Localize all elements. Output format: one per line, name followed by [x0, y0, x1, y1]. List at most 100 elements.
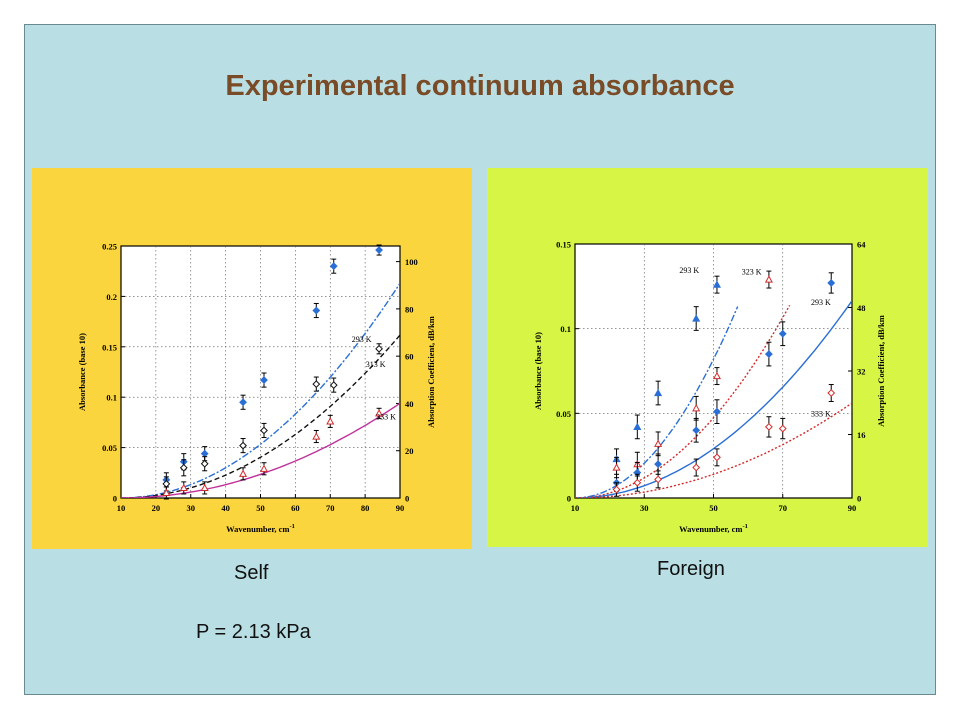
foreign-absorbance-chart: 10 30 50 70 9000.050.10.15016324864Wavenumbe…: [533, 240, 886, 535]
data-point: [162, 488, 171, 497]
y2-tick-label: 0: [857, 494, 861, 504]
x-tick-label: 40: [221, 503, 230, 513]
x-tick-label: 30: [187, 503, 196, 513]
chart-foreign: 10 30 50 70 9000.050.10.15016324864Wavenumbe…: [533, 240, 886, 535]
data-point: [260, 376, 268, 384]
data-point: [612, 463, 621, 471]
y2-tick-label: 60: [405, 352, 414, 362]
y2-axis-label: Absorption Coefficient, dB/km: [426, 316, 436, 428]
x-tick-label: 70: [779, 503, 788, 513]
series-label: 313 K: [366, 360, 386, 369]
data-point: [778, 329, 787, 338]
self-chart-panel: 10 20 30 40 50 60 70 80 90 0 0.05 0.1 0.15 0.2 0.25 0 20…: [32, 168, 472, 549]
series-label: 333 K: [811, 410, 831, 419]
y2-tick-label: 0: [405, 494, 409, 504]
data-point: [329, 381, 338, 390]
y2-tick-label: 100: [405, 257, 418, 267]
y2-tick-label: 48: [857, 303, 866, 313]
x-axis-label: Wavenumber, cm-1: [226, 523, 295, 534]
x-tick-label: 30: [640, 503, 649, 513]
x-axis-label-superscript: -1: [743, 523, 748, 530]
data-point: [654, 460, 663, 469]
fit-curve: [575, 304, 791, 498]
data-point: [375, 409, 384, 417]
data-point: [692, 404, 701, 412]
y-axis-label: Absorbance (base 10): [77, 333, 87, 411]
data-point: [260, 426, 268, 435]
y2-tick-label: 64: [857, 240, 866, 250]
data-point: [312, 380, 321, 389]
data-point: [200, 483, 209, 491]
data-point: [654, 439, 663, 447]
fit-curve: [575, 402, 852, 498]
self-absorbance-chart: 10 20 30 40 50 60 70 80 9000.050.10.150.20.25020…: [77, 242, 436, 535]
pressure-caption: P = 2.13 kPa: [196, 621, 311, 643]
y2-tick-label: 40: [405, 399, 414, 409]
y-tick-label: 0.1: [106, 393, 117, 403]
foreign-chart-panel: 10 30 50 70 90 0 0.05 0.1 0.15 0 16 32 48 64 Wavenumbe…: [487, 168, 928, 547]
data-point: [179, 483, 188, 491]
data-point: [654, 475, 663, 484]
x-axis-label: Wavenumber, cm-1: [679, 523, 748, 534]
x-tick-label: 50: [709, 503, 718, 513]
data-point: [633, 422, 642, 430]
data-point: [612, 485, 621, 494]
x-tick-label: 90: [848, 503, 857, 513]
series-label: 293 K: [352, 335, 372, 344]
x-tick-label: 80: [361, 503, 370, 513]
data-point: [827, 389, 836, 397]
x-axis-label-superscript: -1: [290, 523, 295, 530]
data-point: [778, 424, 787, 433]
data-point: [312, 306, 321, 315]
x-tick-label: 10: [117, 503, 126, 513]
series-333k-3: 333 K: [575, 384, 852, 498]
y-tick-label: 0: [567, 494, 571, 504]
series-label: 293 K: [679, 266, 699, 275]
fit-curve: [121, 334, 400, 498]
data-point: [692, 463, 701, 472]
series-label: 333 K: [376, 412, 396, 421]
data-point: [692, 426, 701, 435]
x-tick-label: 70: [326, 503, 335, 513]
fit-curve: [121, 282, 400, 498]
data-point: [713, 453, 721, 462]
data-point: [239, 469, 248, 477]
data-point: [712, 280, 722, 288]
data-point: [239, 441, 247, 450]
data-point: [713, 407, 721, 416]
self-caption: Self: [234, 562, 269, 584]
chart-self: 10 20 30 40 50 60 70 80 9000.050.10.150.20.25020…: [77, 242, 436, 535]
x-tick-label: 20: [152, 503, 161, 513]
y-tick-label: 0.15: [556, 240, 571, 250]
data-point: [692, 314, 701, 322]
data-point: [764, 422, 773, 431]
y-tick-label: 0: [113, 494, 117, 504]
y-tick-label: 0.05: [556, 409, 571, 419]
data-point: [712, 371, 722, 380]
y-tick-label: 0.25: [102, 242, 117, 252]
y2-tick-label: 80: [405, 304, 414, 314]
data-point: [654, 388, 663, 397]
data-point: [239, 398, 247, 407]
x-tick-label: 10: [571, 503, 580, 513]
data-point: [375, 246, 383, 254]
fit-curve: [575, 306, 739, 498]
data-point: [200, 459, 209, 468]
series-333k-2: 333 K: [121, 402, 400, 500]
fit-curve: [575, 300, 852, 498]
data-point: [179, 463, 188, 472]
y2-tick-label: 16: [857, 430, 866, 440]
data-point: [827, 279, 836, 287]
series-293k-2: 293 K: [575, 272, 852, 498]
data-point: [375, 344, 383, 353]
data-point: [312, 432, 321, 440]
y2-tick-label: 32: [857, 367, 866, 377]
data-point: [764, 350, 773, 358]
x-tick-label: 60: [291, 503, 300, 513]
foreign-caption: Foreign: [657, 558, 725, 580]
data-point: [764, 275, 773, 283]
series-label: 293 K: [811, 298, 831, 307]
x-tick-label: 90: [396, 503, 405, 513]
y2-tick-label: 20: [405, 446, 414, 456]
y-tick-label: 0.1: [560, 324, 571, 334]
